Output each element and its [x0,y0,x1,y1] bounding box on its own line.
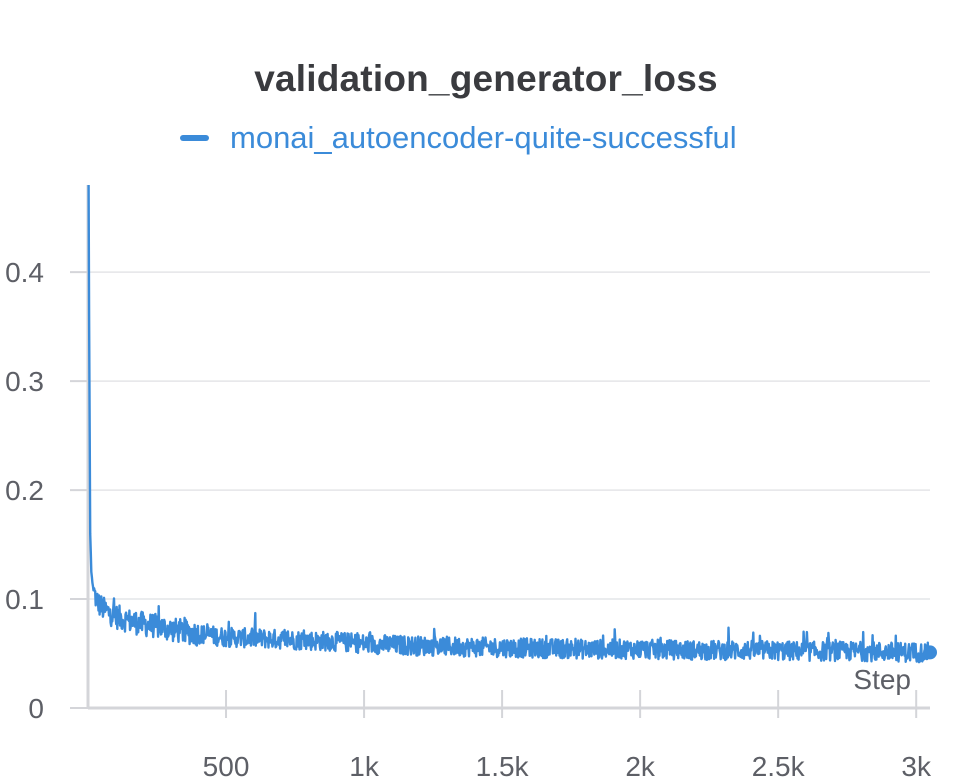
x-tick-label: 3k [901,751,932,782]
y-tick-label: 0.1 [5,584,44,615]
x-tick-label: 1k [349,751,380,782]
series-end-point [923,645,937,660]
legend-swatch [180,135,209,141]
y-tick-label: 0.4 [5,257,44,288]
x-tick-label: 500 [203,751,250,782]
legend-series-label: monai_autoencoder-quite-successful [230,120,737,155]
series-line [87,184,932,664]
x-tick-label: 1.5k [476,751,530,782]
tick-labels: 0 0.1 0.2 0.3 0.4 500 1k 1.5k 2k 2.5k 3k Step [5,257,932,782]
grid-lines [88,271,930,600]
series-layer [87,184,937,664]
x-tick-label: 2.5k [752,751,806,782]
y-tick-label: 0.3 [5,366,44,397]
legend[interactable]: monai_autoencoder-quite-successful [180,118,737,158]
x-axis-title: Step [853,664,911,695]
y-tick-label: 0.2 [5,475,44,506]
chart-title: validation_generator_loss [254,58,718,99]
y-tick-label: 0 [28,693,44,724]
x-tick-label: 2k [625,751,656,782]
